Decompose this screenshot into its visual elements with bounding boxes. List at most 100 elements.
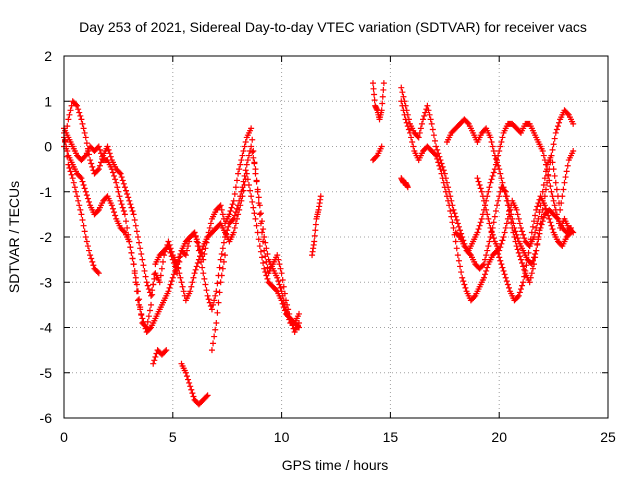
data-point — [553, 211, 560, 218]
data-point — [218, 206, 225, 213]
data-point — [116, 169, 123, 176]
data-point — [500, 184, 507, 191]
data-point — [399, 89, 406, 96]
x-tick-label: 25 — [600, 429, 616, 445]
data-point — [162, 248, 169, 255]
data-point — [538, 195, 545, 202]
data-point — [206, 224, 213, 231]
y-tick-label: 1 — [44, 93, 52, 109]
data-point — [168, 278, 175, 285]
data-point — [78, 116, 85, 123]
data-point — [86, 151, 93, 158]
data-point — [458, 269, 465, 276]
data-point — [474, 229, 481, 236]
data-point — [245, 181, 252, 188]
data-point — [496, 247, 503, 254]
data-point — [561, 179, 568, 186]
data-point — [274, 252, 281, 259]
data-point — [551, 135, 558, 142]
data-point — [237, 193, 244, 200]
data-point — [524, 256, 531, 263]
data-point — [192, 266, 199, 273]
data-point — [452, 238, 459, 245]
data-point — [549, 193, 556, 200]
data-point — [474, 175, 481, 182]
data-point — [256, 211, 263, 218]
data-point — [255, 194, 262, 201]
data-point — [296, 319, 303, 326]
data-point — [417, 125, 424, 132]
data-point — [248, 125, 255, 132]
data-point — [438, 170, 445, 177]
data-point — [151, 275, 158, 282]
data-point — [480, 197, 487, 204]
data-point — [248, 143, 255, 150]
data-point — [148, 292, 155, 299]
data-point — [449, 219, 456, 226]
data-point — [202, 281, 209, 288]
data-point — [549, 146, 556, 153]
series-track-n — [443, 107, 577, 286]
data-point — [502, 274, 509, 281]
data-point — [440, 179, 447, 186]
data-point — [201, 275, 208, 282]
data-point — [494, 157, 501, 164]
data-point — [120, 207, 127, 214]
data-point — [312, 221, 319, 228]
data-point — [136, 296, 143, 303]
data-point — [263, 258, 270, 265]
y-tick-label: -5 — [40, 365, 53, 381]
data-point — [124, 224, 131, 231]
data-point — [205, 296, 212, 303]
data-point — [228, 204, 235, 211]
chart-title: Day 253 of 2021, Sidereal Day-to-day VTE… — [79, 19, 587, 35]
data-point — [187, 288, 194, 295]
data-point — [420, 116, 427, 123]
data-point — [148, 301, 155, 308]
data-point — [211, 297, 218, 304]
data-point — [206, 299, 213, 306]
data-point — [200, 270, 207, 277]
data-point — [421, 112, 428, 119]
y-tick-label: 0 — [44, 139, 52, 155]
data-point — [222, 234, 229, 240]
data-point — [255, 200, 262, 207]
data-point — [510, 229, 517, 236]
data-point — [570, 229, 577, 236]
data-point — [178, 279, 185, 286]
data-point — [485, 243, 492, 250]
data-point — [402, 116, 409, 123]
data-point — [533, 206, 540, 213]
data-point — [533, 247, 540, 254]
data-point — [260, 226, 267, 233]
data-point — [552, 129, 559, 136]
data-point — [218, 272, 225, 279]
series-track-i — [369, 80, 387, 123]
data-point — [531, 234, 538, 240]
data-point — [88, 255, 95, 262]
data-point — [550, 166, 557, 173]
data-point — [77, 206, 84, 213]
series-track-j — [369, 143, 385, 164]
data-point — [94, 269, 101, 276]
data-point — [68, 102, 75, 109]
data-point — [446, 202, 453, 209]
data-point — [488, 176, 495, 183]
data-point — [112, 212, 119, 219]
data-point — [509, 224, 516, 231]
data-point — [529, 265, 536, 272]
data-point — [262, 269, 269, 276]
data-point — [224, 227, 231, 234]
data-point — [120, 180, 127, 187]
y-tick-label: -3 — [40, 274, 53, 290]
data-point — [108, 202, 115, 209]
data-point — [72, 101, 79, 108]
data-point — [416, 129, 423, 136]
data-point — [275, 256, 282, 263]
data-point — [491, 213, 498, 220]
data-point — [475, 226, 482, 233]
data-point — [129, 207, 136, 214]
data-point — [214, 309, 221, 316]
data-point — [511, 234, 518, 240]
data-point — [233, 177, 240, 184]
